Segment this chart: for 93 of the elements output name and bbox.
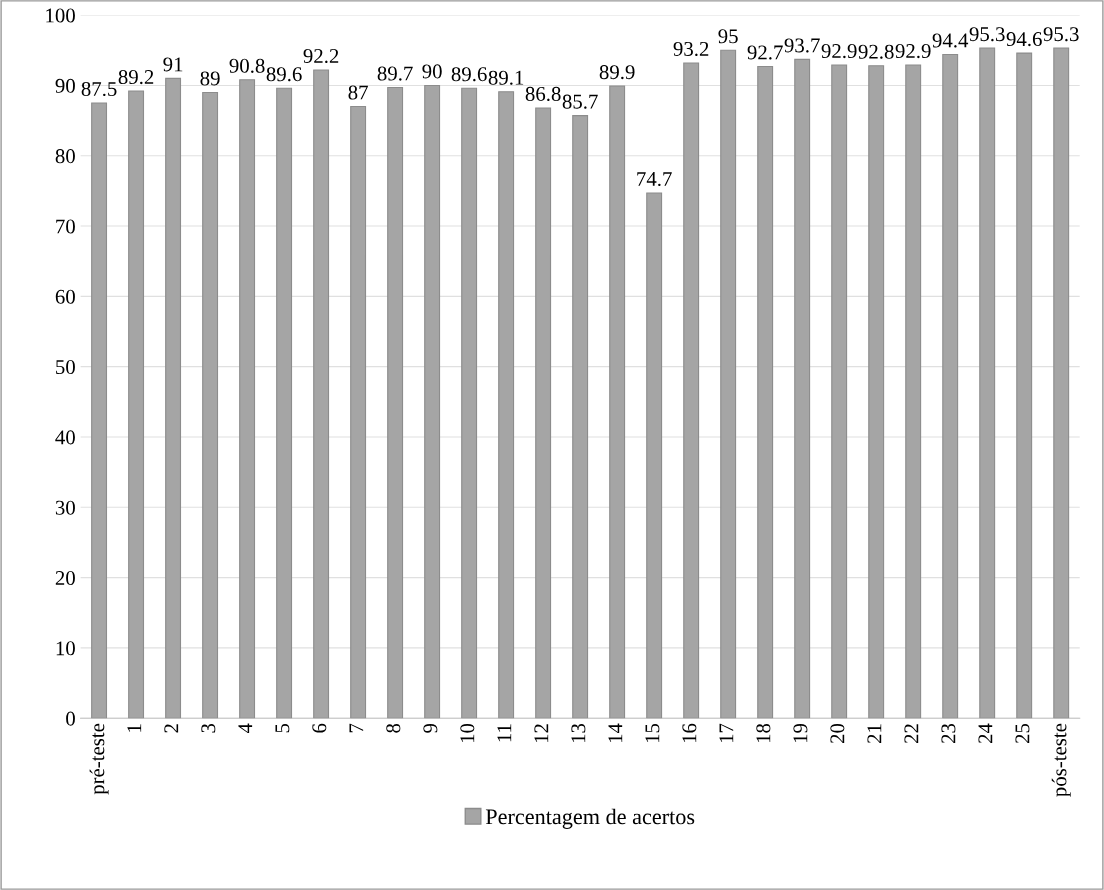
- y-tick-label: 100: [46, 8, 75, 23]
- x-tick-label: pós-teste: [1051, 723, 1071, 797]
- x-tick-label: 3: [201, 723, 216, 733]
- x-tick-label: 22: [904, 724, 919, 744]
- y-tick-label: 70: [56, 219, 75, 234]
- y-tick-label: 40: [55, 430, 75, 445]
- x-tick-label: 14: [608, 723, 623, 743]
- x-tick-label: 23: [941, 723, 956, 744]
- bar: [905, 64, 922, 719]
- data-label: 85.7: [562, 94, 598, 109]
- x-tick-label: 12: [534, 724, 549, 743]
- x-tick-label: 1: [127, 724, 142, 732]
- y-tick-label: 30: [55, 500, 75, 515]
- x-tick-label: 21: [867, 724, 882, 744]
- data-label: 95.3: [1043, 27, 1079, 42]
- bar: [387, 86, 404, 719]
- data-label: 89.7: [377, 66, 413, 81]
- data-label: 89.2: [118, 70, 154, 85]
- data-label: 74.7: [637, 172, 672, 187]
- bar: [313, 69, 330, 719]
- x-tick-label: pré-teste: [89, 723, 109, 795]
- y-tick-label: 90: [55, 78, 75, 93]
- data-label: 90: [422, 64, 442, 79]
- x-tick-label: 7: [349, 723, 364, 733]
- bar: [572, 115, 589, 719]
- data-label: 93.2: [673, 41, 709, 57]
- y-tick-label: 50: [56, 360, 75, 375]
- x-tick-label: 5: [275, 723, 290, 733]
- data-label: 87.5: [81, 81, 117, 97]
- y-tick-label: 0: [66, 711, 75, 726]
- data-label: 94.6: [1006, 32, 1042, 47]
- x-tick-label: 24: [978, 723, 993, 744]
- data-label: 92.8: [858, 44, 894, 59]
- bar: [609, 85, 626, 719]
- y-tick-label: 60: [55, 289, 75, 304]
- bar: [646, 192, 663, 719]
- data-label: 92.2: [303, 48, 339, 64]
- data-label: 95: [718, 29, 738, 44]
- x-tick-label: 11: [497, 724, 512, 742]
- bar: [239, 79, 256, 719]
- bar: [276, 87, 293, 719]
- bar: [202, 91, 219, 719]
- y-tick-label: 20: [55, 570, 75, 586]
- bar: [498, 91, 515, 719]
- data-label: 89.6: [451, 67, 487, 82]
- bar: [424, 84, 441, 719]
- data-label: 89.1: [488, 70, 524, 85]
- bar: [942, 53, 959, 719]
- x-tick-label: 20: [830, 723, 845, 744]
- bar: [461, 87, 478, 719]
- bar: [350, 105, 367, 719]
- data-label: 92.9: [821, 44, 857, 59]
- bar: [757, 65, 774, 719]
- bar: [535, 107, 552, 719]
- data-label: 94.4: [932, 33, 969, 48]
- bar: [683, 62, 700, 719]
- x-tick-label: 25: [1015, 723, 1030, 744]
- bar: [794, 58, 811, 719]
- legend-label: Percentagem de acertos: [485, 808, 695, 829]
- data-label: 93.7: [784, 38, 820, 53]
- data-label: 89.6: [266, 67, 302, 82]
- y-tick-label: 10: [56, 641, 75, 656]
- x-tick-label: 18: [756, 723, 771, 743]
- y-tick-label: 80: [55, 149, 75, 164]
- bar: [1016, 52, 1033, 719]
- bar: [979, 47, 996, 719]
- bar: [720, 49, 737, 719]
- x-tick-label: 4: [238, 723, 253, 734]
- x-tick-label: 19: [793, 723, 808, 743]
- data-label: 92.9: [895, 44, 931, 59]
- data-label: 86.8: [525, 86, 561, 102]
- x-tick-label: 10: [460, 723, 475, 743]
- x-tick-label: 8: [386, 723, 401, 733]
- bar: [1053, 47, 1070, 719]
- data-label: 91: [163, 57, 183, 72]
- data-label: 89: [200, 71, 220, 86]
- bar: [165, 77, 182, 719]
- x-tick-label: 9: [423, 723, 438, 733]
- x-tick-label: 17: [719, 723, 734, 743]
- data-label: 90.8: [229, 58, 265, 73]
- x-tick-label: 15: [645, 723, 660, 743]
- x-tick-label: 2: [164, 724, 179, 733]
- bar: [868, 65, 885, 719]
- data-label: 95.3: [969, 27, 1005, 42]
- x-tick-label: 13: [571, 723, 586, 743]
- bar: [91, 102, 108, 719]
- x-tick-label: 6: [312, 723, 327, 733]
- bar: [831, 64, 848, 719]
- x-tick-label: 16: [682, 723, 697, 743]
- data-label: 87: [348, 85, 368, 100]
- data-label: 89.9: [599, 65, 635, 80]
- bar: [128, 90, 145, 719]
- data-label: 92.7: [747, 45, 783, 60]
